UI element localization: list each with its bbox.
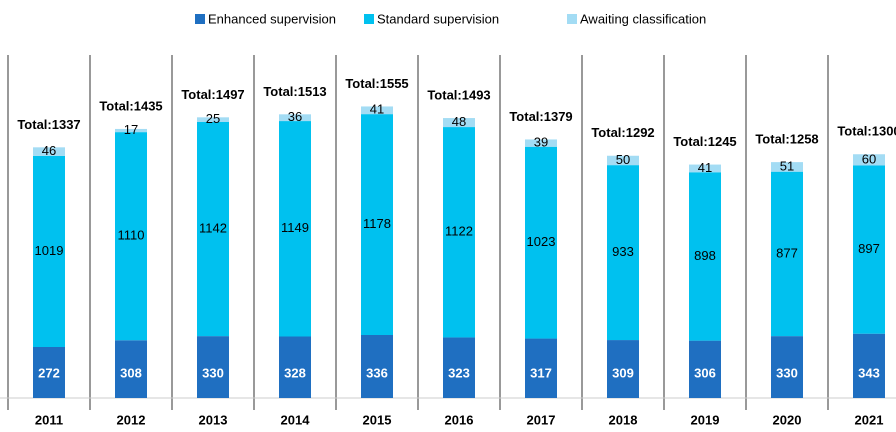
total-label: Total:1497 [181, 87, 244, 102]
x-tick-label: 2012 [117, 412, 146, 427]
bar-segment [853, 154, 885, 166]
total-label: Total:1513 [263, 84, 326, 99]
x-tick-label: 2011 [35, 412, 63, 427]
bar-segment [771, 336, 803, 398]
bar-segment [197, 336, 229, 398]
bar-segment [361, 106, 393, 115]
total-label: Total:1379 [509, 109, 572, 124]
data-label: 933 [612, 244, 634, 259]
bar-segment [33, 147, 65, 156]
bar-segment [771, 162, 803, 172]
bar-segment [443, 118, 475, 128]
legend-label: Standard supervision [377, 11, 499, 26]
bar-segment [197, 122, 229, 337]
data-label: 272 [38, 365, 60, 380]
bar-segment [525, 146, 557, 339]
total-label: Total:1435 [99, 98, 162, 113]
x-tick-label: 2020 [773, 412, 802, 427]
legend-swatch [364, 14, 374, 24]
data-label: 308 [120, 365, 142, 380]
data-label: 39 [534, 135, 548, 150]
total-label: Total:1493 [427, 88, 490, 103]
bar-segment [689, 340, 721, 398]
data-label: 317 [530, 365, 552, 380]
total-label: Total:1337 [17, 117, 80, 132]
x-tick-label: 2021 [855, 412, 884, 427]
total-label: Total:1292 [591, 125, 654, 140]
data-label: 328 [284, 365, 306, 380]
x-tick-label: 2018 [609, 412, 638, 427]
bar-segment [607, 340, 639, 398]
total-label: Total:1555 [345, 76, 408, 91]
bar-segment [361, 335, 393, 398]
x-tick-label: 2013 [199, 412, 228, 427]
total-label: Total:1300 [837, 124, 896, 139]
data-label: 1122 [445, 224, 473, 239]
data-label: 1019 [35, 243, 64, 258]
bar-segment [279, 336, 311, 398]
x-tick-label: 2016 [445, 412, 474, 427]
data-label: 343 [858, 365, 880, 380]
data-label: 51 [780, 158, 794, 173]
x-tick-label: 2015 [363, 412, 392, 427]
bar-segment [443, 337, 475, 398]
data-label: 1110 [118, 228, 145, 243]
bar-segment [443, 127, 475, 338]
data-label: 46 [42, 143, 56, 158]
bar-segment [279, 114, 311, 122]
bar-segment [33, 155, 65, 347]
bar-segment [771, 171, 803, 337]
data-label: 1149 [281, 220, 309, 235]
total-label: Total:1245 [673, 134, 736, 149]
bar-segment [607, 155, 639, 166]
data-label: 1142 [199, 221, 227, 236]
legend-swatch [195, 14, 205, 24]
data-label: 897 [858, 241, 880, 256]
data-label: 25 [206, 111, 220, 126]
bar-segment [853, 165, 885, 334]
bar-segment [33, 347, 65, 398]
bar-segment [525, 338, 557, 398]
data-label: 330 [202, 365, 224, 380]
data-label: 48 [452, 114, 466, 129]
bar-segment [525, 139, 557, 147]
bar-segment [115, 132, 147, 341]
bar-segment [689, 164, 721, 173]
data-label: 41 [370, 102, 384, 117]
data-label: 1178 [363, 216, 391, 231]
x-tick-label: 2017 [527, 412, 556, 427]
data-label: 877 [776, 245, 798, 260]
data-label: 330 [776, 365, 798, 380]
data-label: 309 [612, 365, 634, 380]
data-label: 17 [124, 122, 138, 137]
legend-label: Enhanced supervision [208, 11, 336, 26]
data-label: 306 [694, 365, 716, 380]
bar-segment [279, 121, 311, 337]
data-label: 36 [288, 109, 302, 124]
legend-label: Awaiting classification [580, 11, 706, 26]
data-label: 41 [698, 160, 712, 175]
bar-segment [115, 128, 147, 133]
bar-segment [853, 333, 885, 398]
data-label: 323 [448, 365, 470, 380]
x-tick-label: 2019 [691, 412, 720, 427]
data-label: 1023 [527, 234, 556, 249]
data-label: 898 [694, 248, 716, 263]
x-tick-label: 2014 [281, 412, 311, 427]
bar-segment [607, 165, 639, 341]
bar-segment [197, 117, 229, 122]
data-label: 50 [616, 152, 630, 167]
data-label: 60 [862, 151, 876, 166]
total-label: Total:1258 [755, 132, 818, 147]
bar-segment [115, 340, 147, 398]
data-label: 336 [366, 365, 388, 380]
bar-segment [361, 114, 393, 335]
bar-segment [689, 172, 721, 341]
legend-swatch [567, 14, 577, 24]
